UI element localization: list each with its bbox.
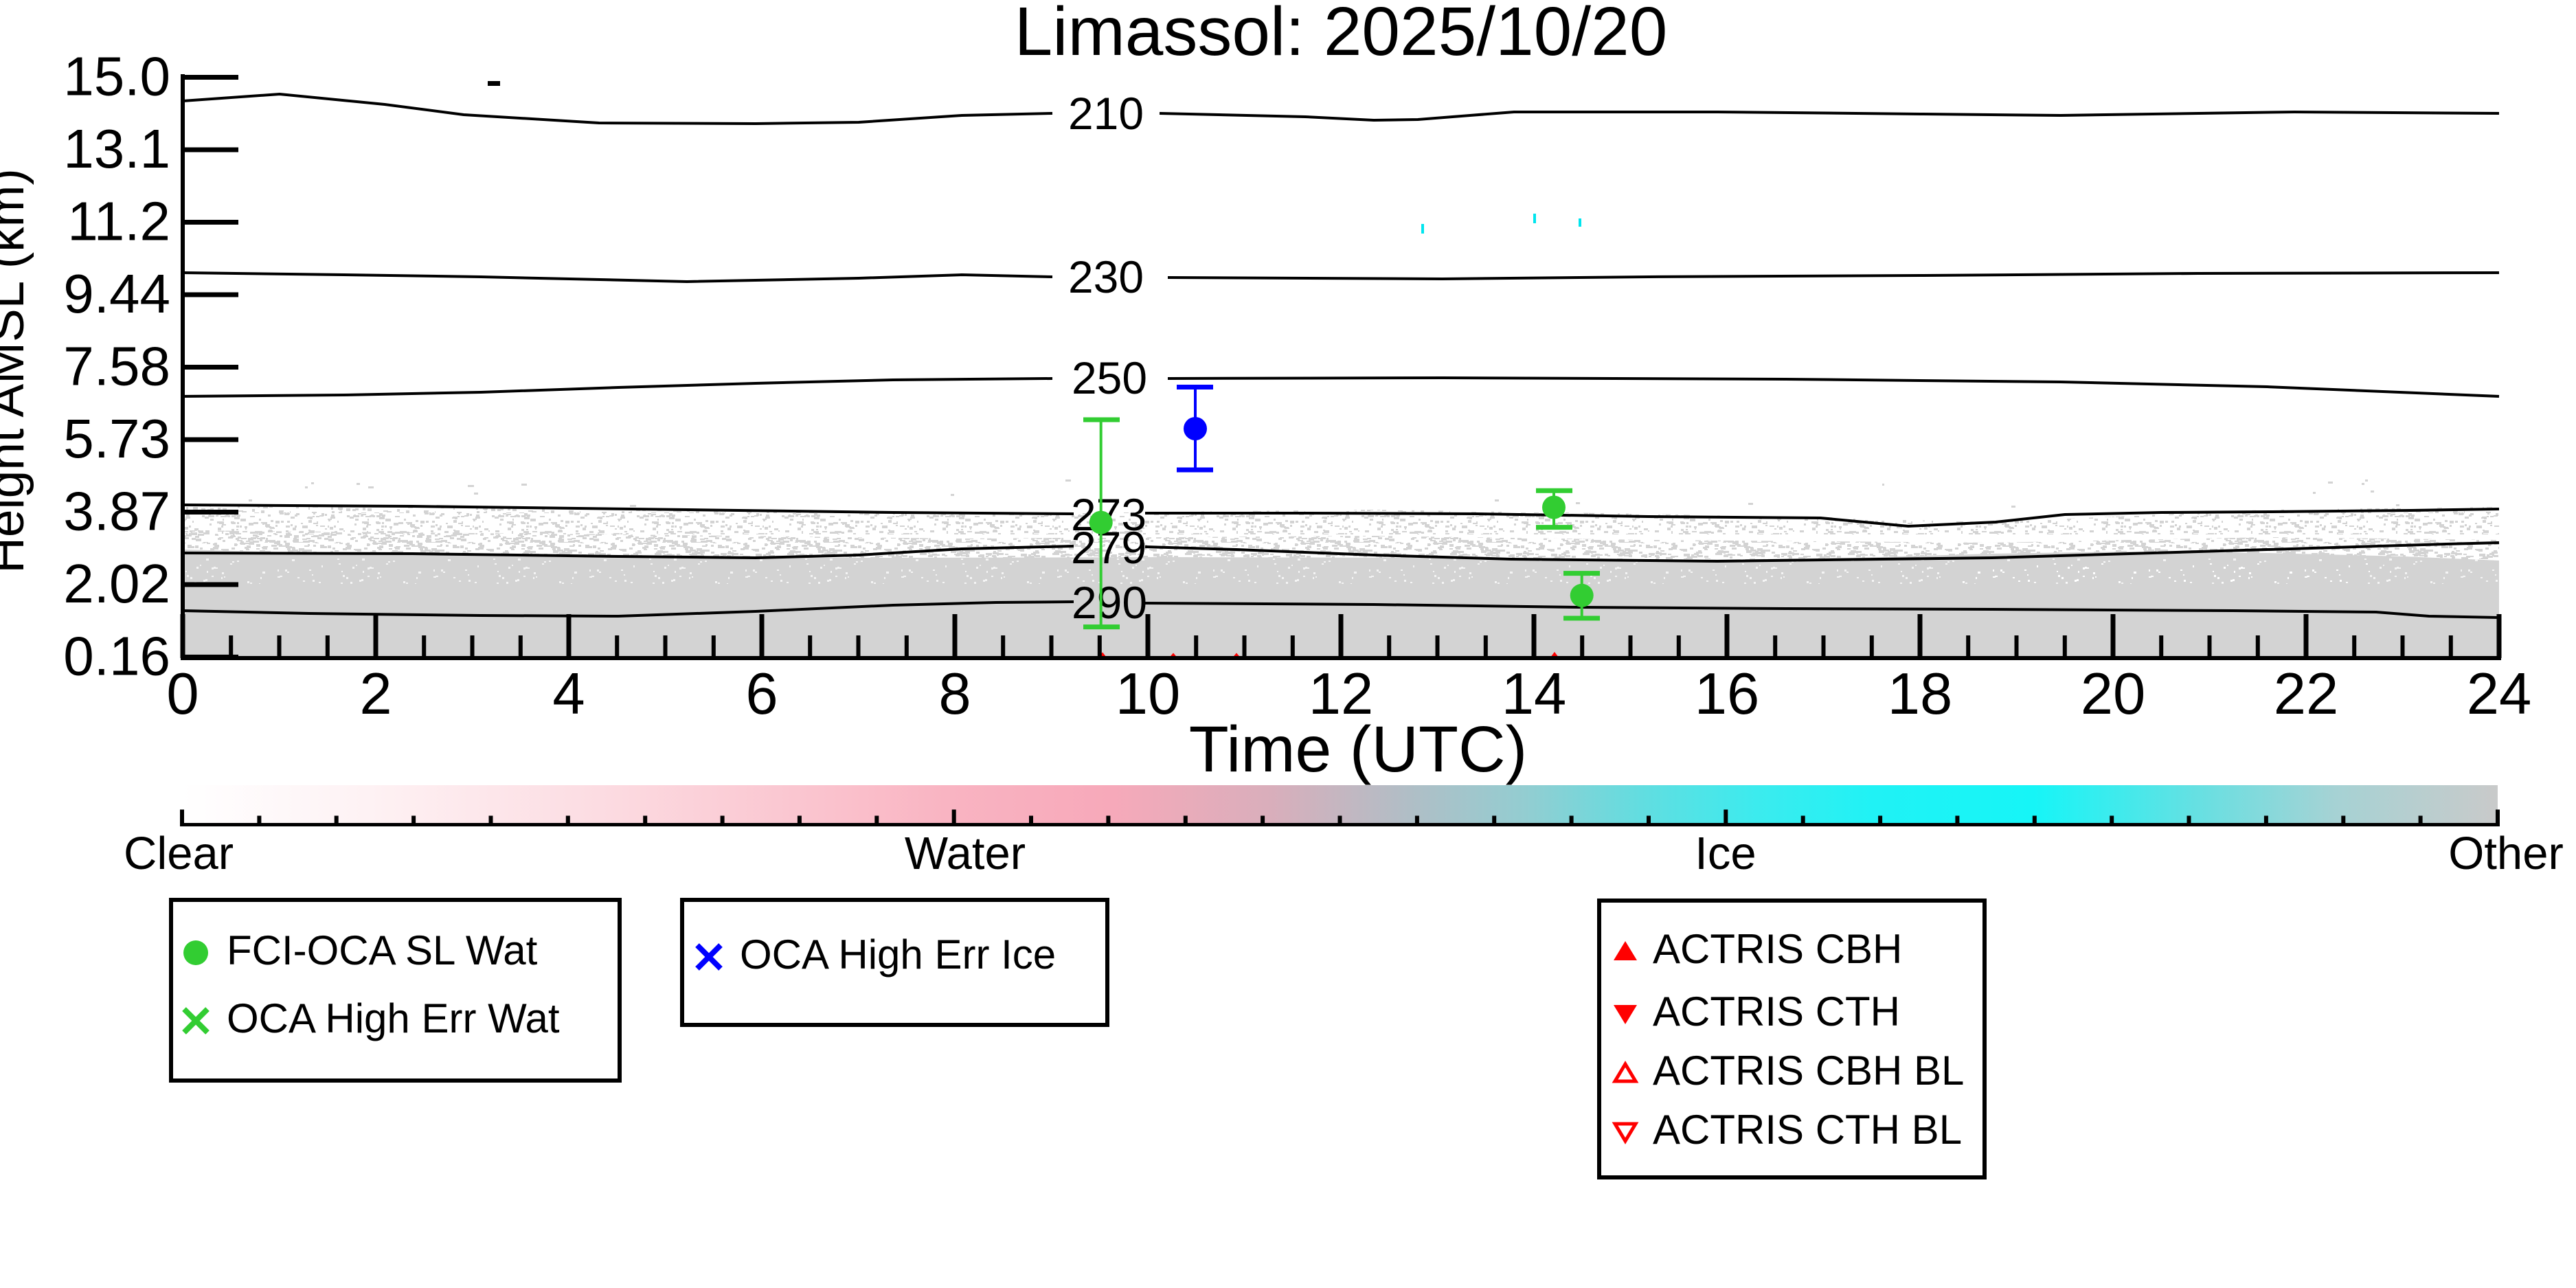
svg-text:0: 0 xyxy=(166,662,199,727)
svg-text:0.16: 0.16 xyxy=(63,626,170,687)
svg-text:Clear: Clear xyxy=(124,828,234,879)
svg-text:2: 2 xyxy=(359,662,392,727)
svg-text:4: 4 xyxy=(552,662,585,727)
svg-text:ACTRIS CBH: ACTRIS CBH xyxy=(1653,926,1902,972)
svg-text:250: 250 xyxy=(1072,352,1147,403)
svg-text:Limassol: 2025/10/20: Limassol: 2025/10/20 xyxy=(1015,0,1668,70)
svg-text:24: 24 xyxy=(2467,662,2532,727)
svg-text:230: 230 xyxy=(1068,251,1144,302)
svg-text:10: 10 xyxy=(1116,662,1181,727)
svg-text:Other: Other xyxy=(2448,828,2564,879)
svg-text:3.87: 3.87 xyxy=(63,481,170,542)
svg-text:12: 12 xyxy=(1309,662,1374,727)
svg-text:290: 290 xyxy=(1072,577,1147,628)
svg-text:18: 18 xyxy=(1888,662,1953,727)
svg-text:2.02: 2.02 xyxy=(63,553,170,614)
svg-text:ACTRIS CTH: ACTRIS CTH xyxy=(1653,988,1900,1035)
svg-text:7.58: 7.58 xyxy=(63,336,170,397)
svg-text:9.44: 9.44 xyxy=(63,263,170,324)
svg-text:Ice: Ice xyxy=(1695,828,1756,879)
svg-text:14: 14 xyxy=(1502,662,1567,727)
svg-text:8: 8 xyxy=(938,662,971,727)
svg-text:FCI-OCA SL Wat: FCI-OCA SL Wat xyxy=(227,927,538,973)
svg-text:20: 20 xyxy=(2081,662,2146,727)
svg-text:Height AMSL (km): Height AMSL (km) xyxy=(0,168,34,574)
svg-text:OCA High Err Ice: OCA High Err Ice xyxy=(740,931,1056,978)
svg-text:16: 16 xyxy=(1695,662,1760,727)
svg-text:13.1: 13.1 xyxy=(63,118,170,179)
svg-text:11.2: 11.2 xyxy=(67,191,170,252)
svg-text:5.73: 5.73 xyxy=(63,408,170,469)
svg-text:ACTRIS CTH BL: ACTRIS CTH BL xyxy=(1653,1107,1962,1153)
svg-text:Water: Water xyxy=(905,828,1026,879)
svg-text:6: 6 xyxy=(745,662,778,727)
svg-text:15.0: 15.0 xyxy=(63,46,170,107)
svg-text:Time (UTC): Time (UTC) xyxy=(1189,713,1528,786)
svg-text:22: 22 xyxy=(2274,662,2339,727)
svg-text:210: 210 xyxy=(1068,88,1144,139)
svg-text:OCA High Err Wat: OCA High Err Wat xyxy=(227,995,560,1041)
svg-text:ACTRIS CBH BL: ACTRIS CBH BL xyxy=(1653,1048,1964,1094)
